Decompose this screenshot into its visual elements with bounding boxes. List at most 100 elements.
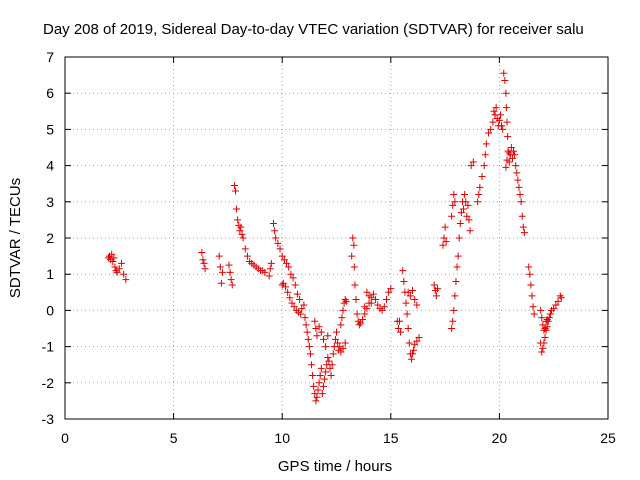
data-point bbox=[516, 191, 524, 199]
data-point bbox=[372, 296, 380, 304]
data-point bbox=[305, 343, 313, 351]
data-point bbox=[467, 162, 475, 170]
data-point bbox=[500, 69, 508, 77]
data-point bbox=[456, 220, 464, 228]
data-point bbox=[327, 372, 335, 380]
data-point bbox=[313, 332, 321, 340]
data-point bbox=[230, 182, 238, 190]
data-point bbox=[409, 350, 417, 358]
data-point bbox=[501, 77, 509, 85]
data-point bbox=[482, 140, 490, 148]
data-point bbox=[291, 281, 299, 289]
data-point bbox=[239, 234, 247, 242]
data-point bbox=[475, 191, 483, 199]
data-point bbox=[387, 285, 395, 293]
data-point bbox=[464, 201, 472, 209]
data-point bbox=[480, 162, 488, 170]
data-point bbox=[454, 252, 462, 260]
data-point bbox=[457, 209, 465, 217]
data-point bbox=[281, 283, 289, 291]
data-point bbox=[309, 372, 317, 380]
data-point bbox=[350, 241, 358, 249]
data-point bbox=[225, 261, 233, 269]
data-point bbox=[115, 265, 123, 273]
data-point bbox=[267, 259, 275, 267]
data-point bbox=[504, 133, 512, 141]
data-point bbox=[380, 303, 388, 311]
data-point bbox=[303, 328, 311, 336]
data-point bbox=[339, 306, 347, 314]
data-point bbox=[216, 263, 224, 271]
data-point bbox=[439, 241, 447, 249]
data-point bbox=[325, 357, 333, 365]
x-tick-label: 25 bbox=[600, 430, 616, 446]
x-tick-label: 15 bbox=[383, 430, 399, 446]
data-point bbox=[356, 319, 364, 327]
data-point bbox=[331, 335, 339, 343]
y-tick-label: -2 bbox=[42, 375, 55, 391]
data-point bbox=[365, 292, 373, 300]
data-point bbox=[311, 390, 319, 398]
data-point bbox=[284, 288, 292, 296]
data-point bbox=[513, 169, 521, 177]
y-tick-label: 1 bbox=[46, 266, 54, 282]
data-point bbox=[502, 104, 510, 112]
data-point bbox=[374, 301, 382, 309]
y-tick-label: -1 bbox=[42, 339, 55, 355]
data-point bbox=[361, 303, 369, 311]
data-point bbox=[261, 268, 269, 276]
data-point bbox=[528, 292, 536, 300]
data-point bbox=[451, 198, 459, 206]
data-point bbox=[503, 118, 511, 126]
data-point bbox=[541, 334, 549, 342]
y-tick-label: 6 bbox=[46, 85, 54, 101]
data-point bbox=[430, 281, 438, 289]
data-point bbox=[369, 290, 377, 298]
data-points bbox=[104, 69, 565, 405]
data-point bbox=[525, 263, 533, 271]
data-point bbox=[541, 325, 549, 332]
data-point bbox=[405, 339, 413, 347]
data-point bbox=[448, 325, 456, 332]
data-point bbox=[542, 317, 550, 325]
data-point bbox=[324, 332, 332, 340]
data-point bbox=[312, 325, 320, 332]
data-point bbox=[478, 172, 486, 180]
data-point bbox=[466, 227, 474, 235]
data-point bbox=[492, 104, 500, 112]
data-point bbox=[298, 305, 306, 313]
data-point bbox=[316, 372, 324, 380]
data-point bbox=[233, 205, 241, 213]
tick-labels: 0 5 10 15 20 25 -3 -2 -1 0 1 2 3 4 5 6 7 bbox=[42, 49, 616, 446]
data-point bbox=[403, 310, 411, 318]
plot-frame bbox=[64, 56, 609, 420]
data-point bbox=[359, 315, 367, 323]
data-point bbox=[409, 286, 417, 294]
data-point bbox=[502, 163, 510, 171]
data-point bbox=[539, 344, 547, 352]
y-tick-label: 4 bbox=[46, 158, 54, 174]
data-point bbox=[411, 341, 419, 349]
data-point bbox=[301, 314, 309, 322]
data-point bbox=[526, 270, 534, 278]
data-point bbox=[243, 252, 251, 260]
data-point bbox=[111, 263, 119, 271]
data-point bbox=[448, 212, 456, 220]
data-point bbox=[518, 212, 526, 220]
data-point bbox=[339, 344, 347, 352]
x-axis-label: GPS time / hours bbox=[278, 458, 392, 475]
data-point bbox=[218, 268, 226, 276]
data-point bbox=[461, 191, 469, 199]
data-point bbox=[511, 151, 519, 159]
data-point bbox=[440, 234, 448, 242]
data-point bbox=[285, 263, 293, 271]
data-point bbox=[110, 254, 118, 262]
data-point bbox=[326, 364, 334, 372]
data-point bbox=[382, 296, 390, 304]
data-point bbox=[122, 276, 130, 284]
data-point bbox=[322, 343, 330, 351]
data-point bbox=[317, 364, 325, 372]
data-point bbox=[363, 288, 371, 296]
data-point bbox=[514, 176, 522, 184]
data-point bbox=[453, 263, 461, 271]
